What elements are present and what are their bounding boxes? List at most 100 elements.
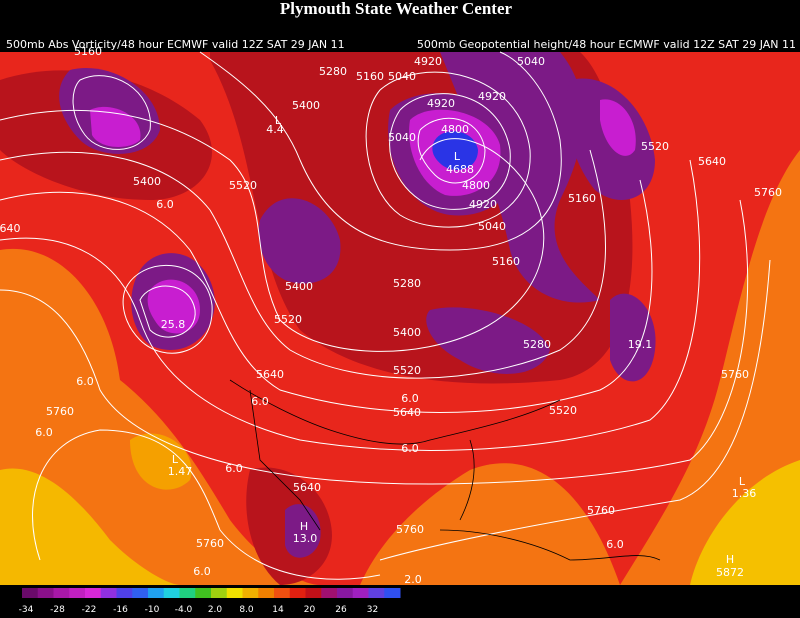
color-bar-label: -28 [50,605,65,615]
map-label: 4920 [469,198,497,211]
height-contour [0,159,701,451]
color-swatch [384,588,401,598]
map-label: 1.47 [168,465,193,478]
map-label: 5760 [46,405,74,418]
map-label: 6.0 [225,462,243,475]
map-label: 5520 [393,364,421,377]
map-label: 6.0 [193,565,211,578]
map-label: 4920 [478,90,506,103]
map-label: 5520 [274,313,302,326]
map-label: L [172,453,179,466]
map-field [0,51,800,586]
border-line [229,379,561,445]
height-contour [379,259,771,561]
map-label: 5040 [478,220,506,233]
map-label: 5640 [256,368,284,381]
height-contour [139,285,196,338]
purple-area [440,52,600,303]
map-label: 4800 [462,179,490,192]
map-label: 5760 [587,504,615,517]
map-label: 5160 [356,70,384,83]
color-swatch [352,588,369,598]
height-contour [199,51,562,251]
left-caption: 500mb Abs Vorticity/48 hour ECMWF valid … [6,38,345,51]
yellow-area [0,468,180,585]
map-label: 5760 [396,523,424,536]
yellow-area [690,460,800,585]
color-swatch [116,588,133,598]
color-swatch [211,588,228,598]
color-swatch [148,588,165,598]
map-label: 19.1 [628,338,653,351]
map-label: H [300,520,308,533]
color-bar-label: -34 [19,605,34,615]
magenta-area [147,279,200,334]
map-label: 5640 [698,155,726,168]
height-contour [72,75,151,150]
map-label: 6.0 [401,392,419,405]
map-label: 2.0 [404,573,422,586]
color-bar-label: 2.0 [208,605,223,615]
color-swatch [305,588,322,598]
color-swatch [37,588,54,598]
map-label: 13.0 [293,532,318,545]
page-title: Plymouth State Weather Center [280,0,513,18]
map-label: 6.0 [156,198,174,211]
map-label: 5040 [388,70,416,83]
map-label: 5400 [285,280,313,293]
color-swatch [289,588,306,598]
color-bar: -34 -28 -22 -16 -10 -4.0 2.0 8.0 14 20 26 32 [19,588,401,615]
map-label: 6.0 [401,442,419,455]
color-swatch [179,588,196,598]
orange-area [620,150,800,585]
magenta-area [600,99,636,156]
map-label: 5280 [393,277,421,290]
map-label: 5520 [229,179,257,192]
map-label: 6.0 [76,375,94,388]
map-label: 5640 [393,406,421,419]
map-label: 5640 [293,481,321,494]
height-contour [32,429,381,580]
map-label: 4688 [446,163,474,176]
map-label: 5040 [517,55,545,68]
map-label: 1.36 [732,487,757,500]
purple-area [258,198,341,284]
map-label: L [739,475,746,488]
height-contour [417,117,486,184]
map-label: 4920 [414,55,442,68]
map-label: 5400 [133,175,161,188]
map-label: 5280 [523,338,551,351]
border-line [439,529,661,561]
map-label: 640 [0,222,21,235]
map-label: 6.0 [606,538,624,551]
map-label: 5040 [388,131,416,144]
color-swatch [242,588,259,598]
map-label: 5400 [292,99,320,112]
color-swatch [274,588,291,598]
color-swatch [22,588,39,598]
yellow-area [130,433,192,490]
color-swatch [85,588,102,598]
map-label: 5520 [641,140,669,153]
color-swatch [163,588,180,598]
magenta-area [90,106,141,147]
color-bar-label: -4.0 [175,605,193,615]
purple-area [610,293,656,382]
map-label: 5160 [492,255,520,268]
height-contour [122,264,213,354]
height-contour [0,109,545,352]
height-contour [365,71,531,228]
map-label: 5520 [549,404,577,417]
border-line [249,389,321,531]
color-bar-label: -10 [145,605,160,615]
border-line [459,439,475,521]
map-label: 5760 [754,186,782,199]
map-label: 25.8 [161,318,186,331]
color-swatch [132,588,149,598]
color-swatch [226,588,243,598]
color-swatch [368,588,385,598]
color-bar-label: 8.0 [239,605,254,615]
color-bar-label: -16 [113,605,128,615]
map-label: L [454,150,461,163]
